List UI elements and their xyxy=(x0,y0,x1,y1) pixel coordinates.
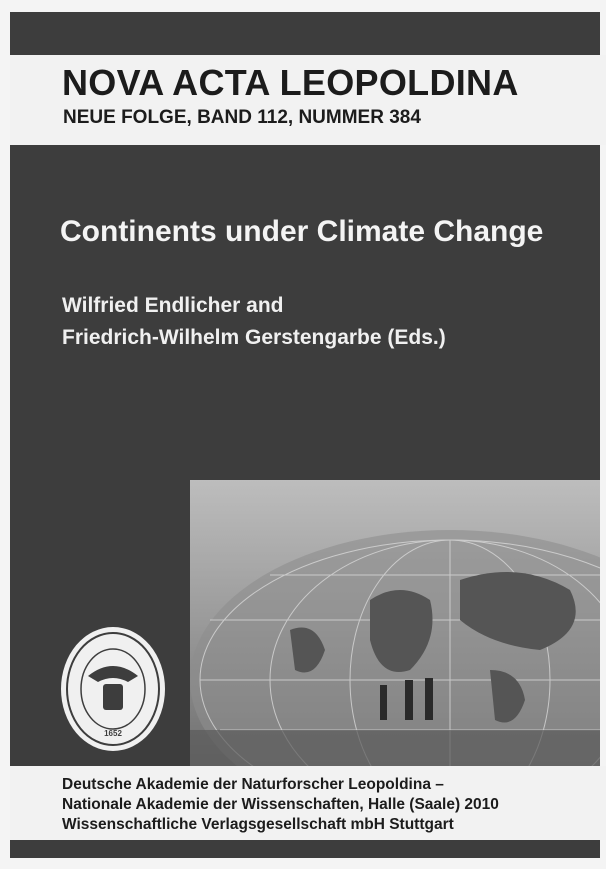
publisher-line: Deutsche Akademie der Naturforscher Leop… xyxy=(62,776,444,794)
globe-image xyxy=(190,480,600,766)
seal: 1652 xyxy=(58,624,168,754)
volume-line: NEUE FOLGE, BAND 112, NUMMER 384 xyxy=(63,107,421,129)
publisher-line: Nationale Akademie der Wissenschaften, H… xyxy=(62,796,499,814)
editor-line: Friedrich-Wilhelm Gerstengarbe (Eds.) xyxy=(62,326,446,350)
editor-line: Wilfried Endlicher and xyxy=(62,294,284,318)
book-title: Continents under Climate Change xyxy=(60,215,543,249)
publisher-line: Wissenschaftliche Verlagsgesellschaft mb… xyxy=(62,816,454,834)
page: {"header":{"series":"NOVA ACTA LEOPOLDIN… xyxy=(0,0,606,869)
series-title: NOVA ACTA LEOPOLDINA xyxy=(62,62,519,104)
seal-year: 1652 xyxy=(104,729,122,738)
